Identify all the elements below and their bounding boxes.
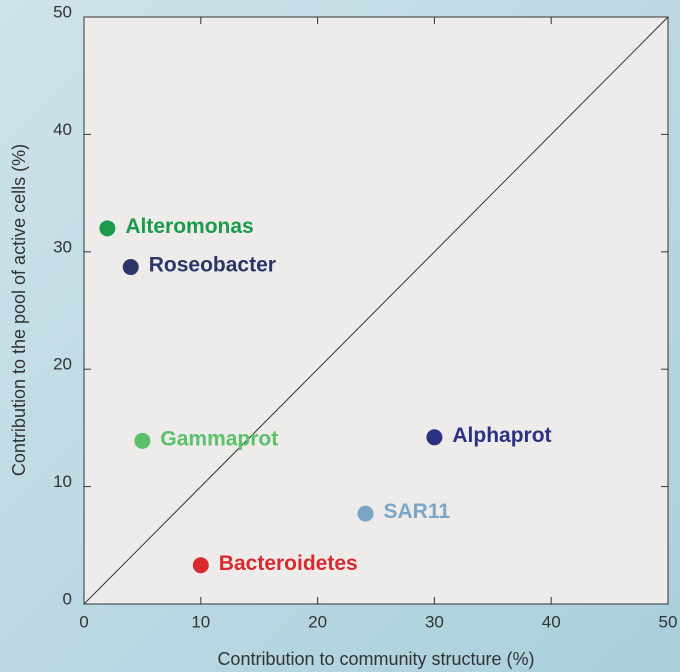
y-tick-label: 20 [53,355,72,374]
diagonal-line [83,16,669,605]
point [134,432,151,449]
point [99,220,116,237]
y-tick-label: 40 [53,120,72,139]
x-axis-label: Contribution to community structure (%) [217,649,534,669]
y-tick-label: 30 [53,237,72,256]
point-label: Gammaprot [160,427,278,450]
point-label: Bacteroidetes [219,552,358,575]
y-tick-label: 10 [53,472,72,491]
x-tick-label: 20 [308,612,327,631]
point [122,259,139,276]
y-tick-label: 50 [53,2,72,21]
point-label: SAR11 [383,500,450,523]
x-tick-label: 50 [659,612,678,631]
x-tick-label: 0 [79,612,88,631]
x-tick-label: 10 [191,612,210,631]
point [426,429,443,446]
point-label: Alphaprot [452,424,551,447]
y-axis-label: Contribution to the pool of active cells… [9,144,29,476]
x-tick-label: 30 [425,612,444,631]
y-tick-label: 0 [63,589,72,608]
point-label: Alteromonas [125,215,253,238]
point [192,557,209,574]
point-label: Roseobacter [149,254,276,277]
x-tick-label: 40 [542,612,561,631]
point [357,505,374,522]
